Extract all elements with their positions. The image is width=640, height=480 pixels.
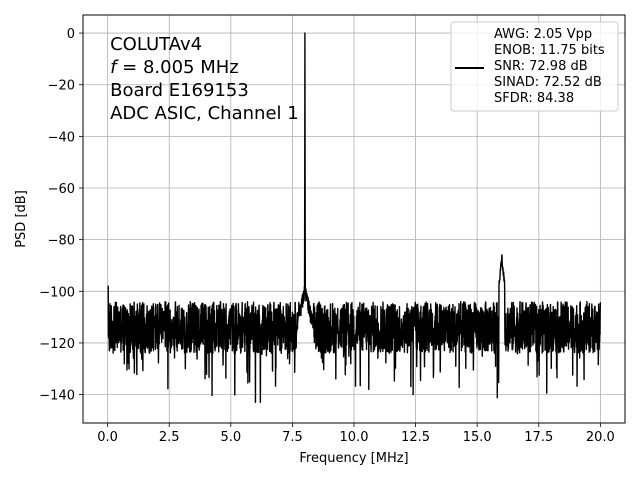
x-tick-label: 0.0 [97, 430, 118, 445]
y-axis-label: PSD [dB] [14, 190, 29, 248]
y-tick-label: −20 [48, 79, 75, 94]
x-tick-label: 17.5 [524, 430, 553, 445]
y-tick-label: −80 [48, 234, 75, 249]
legend-entry-sinad: SINAD: 72.52 dB [494, 75, 602, 90]
y-tick-label: −120 [39, 337, 75, 352]
annotation-block: COLUTAv4 f = 8.005 MHz Board E169153 ADC… [110, 34, 299, 124]
legend-entry-enob: ENOB: 11.75 bits [494, 43, 605, 58]
annotation-frequency: f = 8.005 MHz [110, 57, 239, 78]
legend-box [450, 21, 619, 112]
grid [83, 15, 625, 423]
psd-series [107, 32, 602, 404]
x-tick-label: 12.5 [401, 430, 430, 445]
y-tick-label: −40 [48, 130, 75, 145]
legend-entry-awg: AWG: 2.05 Vpp [494, 27, 592, 42]
annotation-frequency-var: f [110, 57, 119, 78]
x-tick-label: 10.0 [340, 430, 369, 445]
psd-series-line [107, 32, 602, 404]
x-tick-label: 2.5 [159, 430, 180, 445]
y-axis: 0 −20 −40 −60 −80 −100 −120 −140 [39, 27, 83, 404]
y-tick-label: −60 [48, 182, 75, 197]
annotation-chip-name: COLUTAv4 [110, 34, 202, 55]
legend-entry-sfdr: SFDR: 84.38 [494, 91, 574, 106]
x-axis-label: Frequency [MHz] [299, 451, 408, 466]
annotation-channel: ADC ASIC, Channel 1 [110, 103, 299, 124]
legend: AWG: 2.05 Vpp ENOB: 11.75 bits SNR: 72.9… [450, 21, 619, 112]
y-tick-label: −100 [39, 285, 75, 300]
legend-entry-snr: SNR: 72.98 dB [494, 59, 588, 74]
annotation-frequency-value: = 8.005 MHz [116, 57, 238, 78]
x-tick-label: 20.0 [586, 430, 615, 445]
x-axis: 0.0 2.5 5.0 7.5 10.0 12.5 15.0 17.5 20.0 [97, 423, 615, 445]
x-tick-label: 5.0 [220, 430, 241, 445]
y-tick-label: −140 [39, 389, 75, 404]
annotation-board: Board E169153 [110, 80, 249, 101]
x-tick-label: 7.5 [282, 430, 303, 445]
x-tick-label: 15.0 [463, 430, 492, 445]
y-tick-label: 0 [67, 27, 75, 42]
